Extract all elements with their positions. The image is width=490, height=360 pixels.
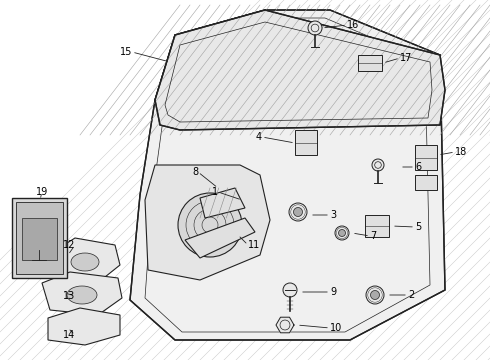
Polygon shape <box>200 188 245 218</box>
Text: 6: 6 <box>415 162 421 172</box>
Text: 19: 19 <box>36 187 48 197</box>
Circle shape <box>178 193 242 257</box>
Polygon shape <box>42 272 122 315</box>
Text: 9: 9 <box>330 287 336 297</box>
Ellipse shape <box>67 286 97 304</box>
Text: 14: 14 <box>63 330 75 340</box>
Bar <box>415 145 437 170</box>
Polygon shape <box>48 238 120 285</box>
Text: 13: 13 <box>63 291 75 301</box>
Bar <box>365 215 389 237</box>
Text: 15: 15 <box>120 47 132 57</box>
Text: 5: 5 <box>415 222 421 232</box>
Circle shape <box>335 226 349 240</box>
Text: 17: 17 <box>400 53 413 63</box>
Text: 18: 18 <box>455 147 467 157</box>
Bar <box>358 55 382 71</box>
Circle shape <box>294 207 302 216</box>
Polygon shape <box>185 218 255 258</box>
Text: 16: 16 <box>347 20 359 30</box>
Circle shape <box>339 230 345 237</box>
Circle shape <box>372 159 384 171</box>
Bar <box>22 218 57 260</box>
Bar <box>415 175 437 190</box>
Circle shape <box>283 283 297 297</box>
Bar <box>12 198 67 278</box>
Ellipse shape <box>71 253 99 271</box>
Bar <box>16 202 63 274</box>
Text: 11: 11 <box>248 240 260 250</box>
Circle shape <box>289 203 307 221</box>
Text: 3: 3 <box>330 210 336 220</box>
Circle shape <box>308 21 322 35</box>
Circle shape <box>366 286 384 304</box>
Polygon shape <box>145 165 270 280</box>
Text: 12: 12 <box>63 240 75 250</box>
Text: 4: 4 <box>256 132 262 142</box>
Text: 8: 8 <box>192 167 198 177</box>
Text: 1: 1 <box>212 187 218 197</box>
Circle shape <box>370 291 379 300</box>
Text: 10: 10 <box>330 323 342 333</box>
Polygon shape <box>48 308 120 345</box>
Bar <box>295 130 317 155</box>
Polygon shape <box>276 317 294 333</box>
Text: 2: 2 <box>408 290 414 300</box>
Polygon shape <box>130 10 445 340</box>
Text: 7: 7 <box>370 231 376 241</box>
Polygon shape <box>155 10 445 130</box>
